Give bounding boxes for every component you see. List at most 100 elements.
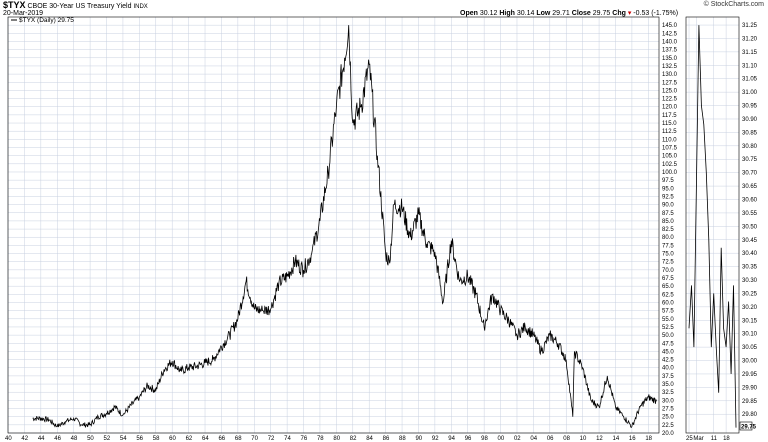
inset-y-tick-label: 30.85 <box>742 130 758 136</box>
inset-plot-frame <box>685 16 740 434</box>
main-x-tick-label: 58 <box>153 436 160 442</box>
main-x-tick-label: 42 <box>21 436 28 442</box>
high-label: High <box>499 10 515 17</box>
main-x-tick-label: 88 <box>399 436 406 442</box>
inset-y-tick-label: 30.30 <box>742 278 758 284</box>
main-x-tick-label: 92 <box>432 436 439 442</box>
main-x-tick-label: 50 <box>87 436 94 442</box>
low-label: Low <box>536 10 551 17</box>
main-plot-frame <box>7 16 660 434</box>
main-y-tick-label: 35.0 <box>662 382 674 388</box>
main-x-tick-label: 52 <box>104 436 111 442</box>
chg-value: -0.53 (-1.75%) <box>633 10 679 17</box>
main-x-tick-label: 72 <box>268 436 275 442</box>
inset-y-tick-label: 31.25 <box>742 23 758 29</box>
main-y-tick-label: 95.0 <box>662 186 674 192</box>
main-y-tick-label: 117.5 <box>662 113 677 119</box>
inset-y-tick-label: 30.65 <box>742 184 758 190</box>
main-y-tick-label: 77.5 <box>662 243 674 249</box>
open-label: Open <box>460 10 478 17</box>
main-y-tick-label: 90.0 <box>662 203 674 209</box>
main-y-tick-label: 62.5 <box>662 292 674 298</box>
inset-y-tick-label: 31.00 <box>742 90 758 96</box>
inset-x-tick-label: 11 <box>711 436 718 442</box>
inset-y-tick-label: 30.75 <box>742 157 758 163</box>
main-x-tick-label: 44 <box>38 436 45 442</box>
exchange: INDX <box>133 4 148 10</box>
main-x-tick-label: 86 <box>383 436 390 442</box>
main-y-tick-label: 40.0 <box>662 366 674 372</box>
inset-y-tick-label: 30.80 <box>742 144 758 150</box>
main-x-tick-label: 94 <box>448 436 455 442</box>
legend: $TYX (Daily) 29.75 <box>11 17 74 24</box>
main-y-tick-label: 27.5 <box>662 407 674 413</box>
main-y-tick-label: 60.0 <box>662 300 674 306</box>
main-x-tick-label: 70 <box>251 436 258 442</box>
main-x-axis: 40 42 44 46 48 50 52 54 56 58 60 62 64 66 68 70 72 74 76 78… <box>5 436 653 442</box>
main-y-tick-label: 87.5 <box>662 211 674 217</box>
inset-y-tick-label: 30.25 <box>742 291 758 297</box>
inset-y-tick-label: 31.20 <box>742 36 758 42</box>
main-x-tick-label: 98 <box>481 436 488 442</box>
main-y-tick-label: 125.0 <box>662 88 678 94</box>
title-line: $TYX CBOE 30-Year US Treasury Yield INDX <box>3 1 148 11</box>
main-x-tick-label: 68 <box>235 436 242 442</box>
low-value: 29.71 <box>552 10 570 17</box>
main-x-tick-label: 54 <box>120 436 127 442</box>
main-y-tick-label: 115.0 <box>662 121 677 127</box>
main-x-tick-label: 82 <box>350 436 357 442</box>
inset-y-tick-label: 30.05 <box>742 345 758 351</box>
inset-y-tick-label: 29.80 <box>742 412 758 418</box>
inset-x-axis: 25 Mar 11 18 <box>686 436 730 442</box>
inset-y-tick-label: 30.90 <box>742 117 758 123</box>
main-x-tick-label: 76 <box>301 436 308 442</box>
main-y-tick-label: 120.0 <box>662 105 678 111</box>
inset-x-tick-label: 18 <box>723 436 730 442</box>
inset-y-axis: 31.25 31.20 31.15 31.10 31.05 31.00 30.95 30.90… <box>742 23 758 418</box>
symbol: $TYX <box>3 0 26 10</box>
inset-series <box>688 25 737 428</box>
main-y-tick-label: 42.5 <box>662 358 674 364</box>
legend-label: $TYX (Daily) 29.75 <box>19 17 74 24</box>
main-grid <box>7 17 659 434</box>
main-y-tick-label: 112.5 <box>662 129 677 135</box>
main-y-tick-label: 52.5 <box>662 325 674 331</box>
inset-y-tick-label: 30.00 <box>742 359 758 365</box>
main-x-tick-label: 18 <box>645 436 652 442</box>
main-y-tick-label: 137.5 <box>662 48 678 54</box>
close-label: Close <box>571 10 591 17</box>
main-y-tick-label: 30.0 <box>662 398 674 404</box>
main-x-tick-label: 02 <box>514 436 521 442</box>
main-y-tick-label: 100.0 <box>662 170 678 176</box>
date-label: 20-Mar-2019 <box>3 10 44 17</box>
main-x-tick-label: 08 <box>563 436 570 442</box>
inset-y-tick-label: 30.45 <box>742 238 758 244</box>
main-y-tick-label: 85.0 <box>662 219 674 225</box>
main-y-tick-label: 132.5 <box>662 64 678 70</box>
main-y-tick-label: 140.0 <box>662 39 678 45</box>
main-y-tick-label: 75.0 <box>662 252 674 258</box>
main-y-tick-label: 97.5 <box>662 178 674 184</box>
main-y-tick-label: 107.5 <box>662 146 678 152</box>
main-y-axis: 145.0 142.5 140.0 137.5 135.0 132.5 130.0 127.5… <box>662 23 678 437</box>
inset-y-tick-label: 30.20 <box>742 305 758 311</box>
inset-y-tick-label: 30.60 <box>742 198 758 204</box>
main-y-tick-label: 32.5 <box>662 390 674 396</box>
inset-y-tick-label: 30.40 <box>742 251 758 257</box>
main-y-tick-label: 67.5 <box>662 276 674 282</box>
inset-price-line <box>688 25 737 428</box>
inset-y-tick-label: 29.90 <box>742 385 758 391</box>
inset-y-tick-label: 31.15 <box>742 50 758 56</box>
main-x-tick-label: 10 <box>580 436 587 442</box>
inset-y-tick-label: 30.50 <box>742 224 758 230</box>
inset-x-tick-label: 25 <box>686 436 693 442</box>
main-y-tick-label: 20.0 <box>662 431 674 437</box>
main-y-tick-label: 45.0 <box>662 349 674 355</box>
last-value-label: 29.75 <box>741 425 757 431</box>
main-x-tick-label: 84 <box>366 436 373 442</box>
inset-x-tick-label: Mar <box>693 436 703 442</box>
inset-y-tick-label: 29.95 <box>742 372 758 378</box>
main-y-tick-label: 57.5 <box>662 309 674 315</box>
open-value: 30.12 <box>479 10 498 17</box>
